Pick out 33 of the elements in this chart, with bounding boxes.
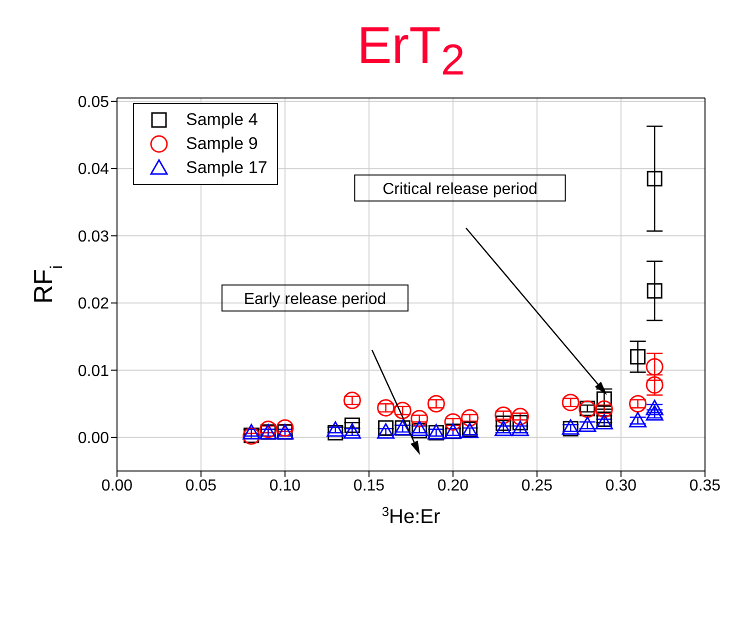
x-tick-label: 0.25	[521, 477, 553, 494]
annotation: Early release period	[244, 291, 386, 308]
x-tick-label: 0.30	[605, 477, 637, 494]
point	[596, 391, 612, 407]
point	[562, 394, 580, 412]
point	[343, 392, 361, 410]
y-tick-label: 0.03	[78, 228, 110, 246]
point	[629, 395, 647, 413]
chart-title: ErT$_{2}$	[356, 16, 466, 86]
point	[427, 395, 445, 413]
point	[630, 349, 646, 364]
x-tick-label: 0.05	[185, 477, 217, 494]
legend-label: Sample 4	[186, 110, 258, 130]
x-axis-title: $^{3}$He:Er	[382, 504, 441, 528]
y-tick-label: 0.02	[78, 296, 110, 313]
x-tick-label: 0.15	[353, 477, 385, 494]
point	[378, 420, 394, 436]
legend-label: Sample 17	[186, 158, 268, 178]
annotation: Critical release period	[382, 181, 538, 198]
x-tick-label: 0.10	[269, 477, 301, 494]
y-tick-label: 0.00	[78, 430, 110, 448]
point	[646, 358, 664, 376]
point	[646, 400, 664, 416]
y-tick-label: 0.05	[78, 94, 110, 112]
x-tick-label: 0.35	[689, 477, 721, 494]
y-tick-label: 0.01	[78, 362, 110, 380]
point	[646, 170, 662, 186]
point	[377, 423, 395, 439]
y-tick-label: 0.04	[78, 161, 110, 178]
x-tick-label: 0.20	[437, 477, 469, 494]
point	[646, 283, 662, 299]
legend-label: Sample 9	[186, 134, 258, 154]
x-tick-label: 0.00	[101, 477, 133, 494]
